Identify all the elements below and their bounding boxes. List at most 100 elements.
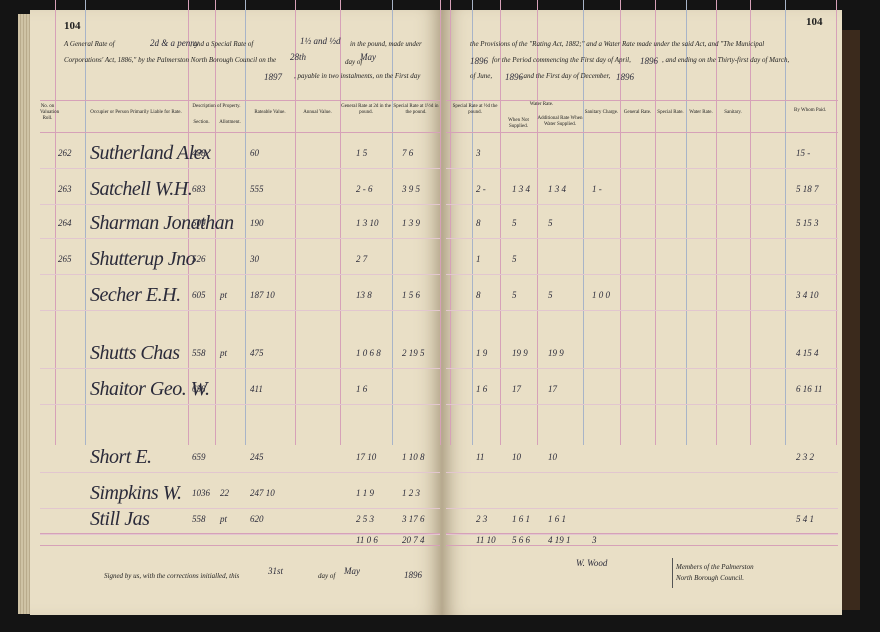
column-rule: [472, 0, 473, 445]
header-text: 1896: [616, 72, 634, 82]
cell-rateable: 555: [250, 184, 264, 194]
total-water: 5 6 6: [512, 535, 530, 545]
column-rule: [215, 0, 216, 445]
total-rule: [40, 533, 440, 534]
header-text: , and a Special Rate of: [190, 40, 254, 48]
column-rule: [785, 0, 786, 445]
row-rule: [40, 472, 440, 473]
cell-water: 1 6 1: [512, 514, 530, 524]
header-text: 1896: [470, 56, 488, 66]
cell-additional: 1 3 4: [548, 184, 566, 194]
cell-additional: 10: [548, 452, 557, 462]
header-text: , and ending on the Thirty-first day of …: [662, 56, 790, 64]
cell-general: 2 7: [356, 254, 368, 264]
cell-section: 558: [192, 514, 206, 524]
cell-special: 1 5 6: [402, 290, 420, 300]
column-heading: Description of Property.: [192, 104, 241, 109]
column-heading: Special Rate at ½d the pound.: [452, 104, 498, 115]
header-text: 1896: [640, 56, 658, 66]
cell-section: 658: [192, 384, 206, 394]
column-rule: [620, 0, 621, 445]
cell-general: 13 8: [356, 290, 372, 300]
left-page: [30, 10, 442, 615]
cell-paid: 5 18 7: [796, 184, 819, 194]
cell-additional: 5: [548, 290, 553, 300]
row-rule: [446, 204, 838, 205]
total-rule: [40, 545, 440, 546]
cell-water: 5: [512, 218, 517, 228]
footer-day_num: 31st: [268, 566, 284, 576]
header-text: 1897: [264, 72, 282, 82]
row-rule: [40, 204, 440, 205]
footer-year: 1896: [404, 570, 422, 580]
header-text: A General Rate of: [64, 40, 115, 48]
occupier-name: Still Jas: [90, 508, 150, 530]
column-heading: Water Rate.: [689, 110, 713, 115]
cell-rateable: 475: [250, 348, 264, 358]
row-rule: [446, 168, 838, 169]
cell-special2: 2 3: [476, 514, 488, 524]
column-rule: [583, 0, 584, 445]
column-heading: Special Rate at 1½d in the pound.: [393, 104, 439, 115]
header-text: in the pound, made under: [350, 40, 422, 48]
cell-special2: 8: [476, 290, 481, 300]
cell-allotment: 22: [220, 488, 229, 498]
row-rule: [446, 274, 838, 275]
column-heading: General Rate.: [623, 110, 652, 115]
cell-rateable: 30: [250, 254, 259, 264]
bracket: [672, 558, 673, 588]
cell-section: 605: [192, 290, 206, 300]
occupier-name: Sharman Jonathan: [90, 212, 234, 234]
column-rule: [750, 0, 751, 445]
cell-special: 1 2 3: [402, 488, 420, 498]
column-heading: By Whom Paid.: [794, 108, 826, 113]
column-heading: When Not Supplied.: [508, 118, 529, 129]
column-rule: [392, 0, 393, 445]
header-text: 28th: [290, 52, 307, 62]
cell-special: 1 10 8: [402, 452, 425, 462]
column-rule: [686, 0, 687, 445]
cell-allotment: pt: [220, 290, 228, 300]
row-rule: [40, 534, 440, 535]
total-special2: 11 10: [476, 535, 496, 545]
cell-rateable: 411: [250, 384, 263, 394]
header-text: 2d & a penny: [150, 38, 199, 48]
cell-paid: 4 15 4: [796, 348, 819, 358]
header-text: Corporations' Act, 1886," by the Palmers…: [64, 56, 277, 64]
cell-paid: 5 15 3: [796, 218, 819, 228]
header-text: 1896: [505, 72, 523, 82]
column-heading: Sanitary Charge.: [584, 110, 619, 115]
footer-day_of: day of: [318, 572, 336, 580]
column-rule: [85, 0, 86, 445]
row-rule: [40, 404, 440, 405]
cell-section: 558: [192, 348, 206, 358]
column-rule: [245, 0, 246, 445]
cell-rateable: 247 10: [250, 488, 275, 498]
cell-num: 264: [58, 218, 72, 228]
cell-rateable: 187 10: [250, 290, 275, 300]
row-rule: [446, 472, 838, 473]
row-rule: [40, 238, 440, 239]
cell-general: 2 5 3: [356, 514, 374, 524]
occupier-name: Shaitor Geo. W.: [90, 378, 210, 400]
cell-additional: 1 6 1: [548, 514, 566, 524]
cell-water: 10: [512, 452, 521, 462]
header-text: day of: [345, 58, 363, 66]
cell-special2: 11: [476, 452, 485, 462]
cell-special2: 2 -: [476, 184, 486, 194]
page-number: 104: [64, 20, 81, 32]
header-text: , and the First day of December,: [520, 72, 611, 80]
column-rule: [655, 0, 656, 445]
cell-additional: 17: [548, 384, 557, 394]
cell-special: 2 19 5: [402, 348, 425, 358]
cell-num: 262: [58, 148, 72, 158]
cell-rateable: 190: [250, 218, 264, 228]
cell-special2: 1 9: [476, 348, 488, 358]
column-heading: Occupier or Person Primarily Liable for …: [90, 110, 182, 115]
total-general: 11 0 6: [356, 535, 378, 545]
header-text: for the Period commencing the First day …: [492, 56, 631, 64]
page-number: 104: [806, 16, 823, 28]
row-rule: [40, 368, 440, 369]
cell-general: 1 6: [356, 384, 368, 394]
total-rule: [446, 533, 838, 534]
